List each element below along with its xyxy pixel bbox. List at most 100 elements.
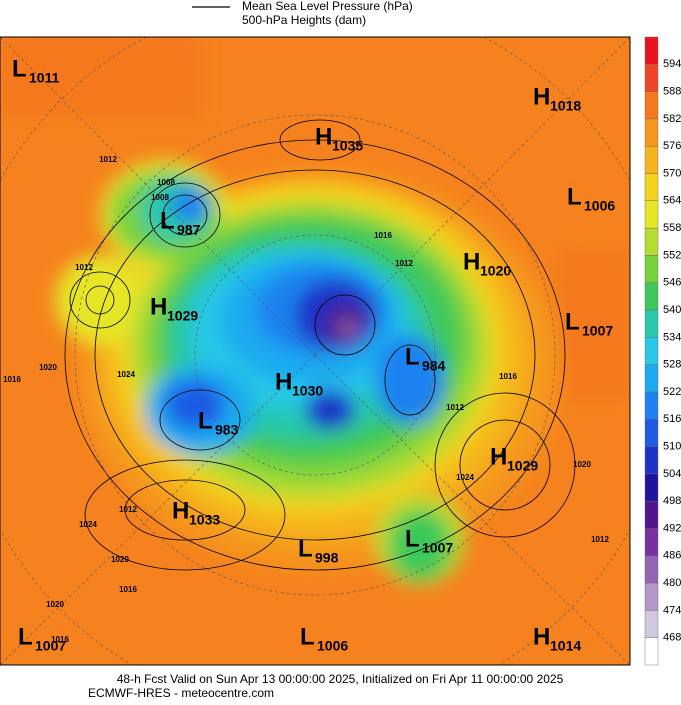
center-letter: H <box>275 368 292 395</box>
center-letter: L <box>18 623 33 650</box>
isobar-label: 1008 <box>151 193 169 202</box>
isobar-label: 1024 <box>79 520 97 529</box>
colorbar-label: 492 <box>663 522 681 534</box>
center-value: 1006 <box>584 198 615 214</box>
colorbar-box <box>644 446 659 475</box>
isobar-label: 1012 <box>446 403 464 412</box>
isobar-label: 1020 <box>573 460 591 469</box>
isobar-label: 1016 <box>51 635 69 644</box>
center-value: 1029 <box>167 308 198 324</box>
isobar-label: 1016 <box>3 375 21 384</box>
isobar-label: 1012 <box>99 155 117 164</box>
map-frame <box>0 36 631 666</box>
center-value: 1029 <box>507 458 538 474</box>
center-letter: H <box>533 623 550 650</box>
colorbar-label: 486 <box>663 550 681 562</box>
colorbar-label: 570 <box>663 167 681 179</box>
isobar-label: 1012 <box>75 263 93 272</box>
center-letter: L <box>198 407 213 434</box>
center-letter: H <box>533 83 550 110</box>
isobar-label: 1024 <box>456 473 474 482</box>
colorbar-label: 528 <box>663 359 681 371</box>
colorbar-box <box>644 364 659 393</box>
colorbar-box <box>644 500 659 529</box>
colorbar-box <box>644 309 659 338</box>
colorbar-box <box>644 528 659 556</box>
colorbar-label: 576 <box>663 140 681 152</box>
center-value: 984 <box>422 358 446 374</box>
center-letter: L <box>405 343 420 370</box>
center-value: 1006 <box>317 638 348 654</box>
legend-label: Mean Sea Level Pressure (hPa) <box>242 0 413 13</box>
colorbar-label: 480 <box>663 577 681 589</box>
colorbar-box <box>644 555 659 584</box>
colorbar-label: 558 <box>663 222 681 234</box>
isobar-label: 1024 <box>117 370 135 379</box>
center-letter: L <box>298 535 313 562</box>
center-letter: H <box>315 123 332 150</box>
isobar-label: 1020 <box>39 363 57 372</box>
colorbar-label: 504 <box>663 468 681 480</box>
colorbar-label: 540 <box>663 304 681 316</box>
center-value: 1030 <box>292 383 323 399</box>
center-value: 1007 <box>582 323 613 339</box>
center-letter: H <box>490 443 507 470</box>
colorbar-box <box>644 91 659 120</box>
isobar-label: 1016 <box>374 231 392 240</box>
center-value: 1007 <box>35 638 66 654</box>
center-value: 1018 <box>550 98 581 114</box>
isobar-label: 1012 <box>395 259 413 268</box>
colorbar-label: 546 <box>663 277 681 289</box>
colorbar-box <box>644 473 659 502</box>
footer-text: 48-h Fcst Valid on Sun Apr 13 00:00:00 2… <box>117 672 564 686</box>
footer-text: ECMWF-HRES - meteocentre.com <box>88 686 274 700</box>
center-letter: L <box>405 525 420 552</box>
colorbar-label: 474 <box>663 604 681 616</box>
isobar-label: 1016 <box>499 372 517 381</box>
isobars <box>64 119 576 571</box>
colorbar-box <box>644 227 659 256</box>
center-value: 1035 <box>332 138 363 154</box>
isobar-label: 1012 <box>119 505 137 514</box>
isobar-label: 1016 <box>119 585 137 594</box>
center-letter: H <box>172 497 189 524</box>
center-value: 987 <box>177 222 201 238</box>
colorbar-box <box>644 173 659 202</box>
center-letter: L <box>12 55 27 82</box>
colorbar-box <box>644 282 659 311</box>
colorbar-box <box>644 419 659 447</box>
center-letter: H <box>463 248 480 275</box>
colorbar-box <box>644 64 659 92</box>
colorbar-label: 564 <box>663 195 681 207</box>
isobar-label: 1012 <box>591 535 609 544</box>
colorbar-label: 468 <box>663 632 681 644</box>
colorbar-box <box>644 582 659 611</box>
colorbar-box <box>644 637 659 666</box>
center-value: 1011 <box>29 70 60 86</box>
center-letter: L <box>300 623 315 650</box>
colorbar-box <box>644 200 659 229</box>
colorbar-label: 594 <box>663 58 681 70</box>
legend-label: 500-hPa Heights (dam) <box>242 13 366 27</box>
colorbar-label: 582 <box>663 113 681 125</box>
colorbar-label: 522 <box>663 386 681 398</box>
isobar-label: 1020 <box>111 555 129 564</box>
isobar-label: 1008 <box>157 178 175 187</box>
colorbar-label: 510 <box>663 440 681 452</box>
center-letter: L <box>160 207 175 234</box>
center-value: 998 <box>315 550 339 566</box>
colorbar-box <box>644 146 659 174</box>
center-letter: H <box>150 293 167 320</box>
center-value: 983 <box>215 422 239 438</box>
colorbar-label: 498 <box>663 495 681 507</box>
colorbar-box <box>644 255 659 283</box>
colorbar-box <box>644 36 659 65</box>
colorbar-label: 516 <box>663 413 681 425</box>
center-letter: L <box>565 308 580 335</box>
colorbar-box <box>644 610 659 638</box>
center-value: 1007 <box>422 540 453 556</box>
colorbar-label: 534 <box>663 331 681 343</box>
